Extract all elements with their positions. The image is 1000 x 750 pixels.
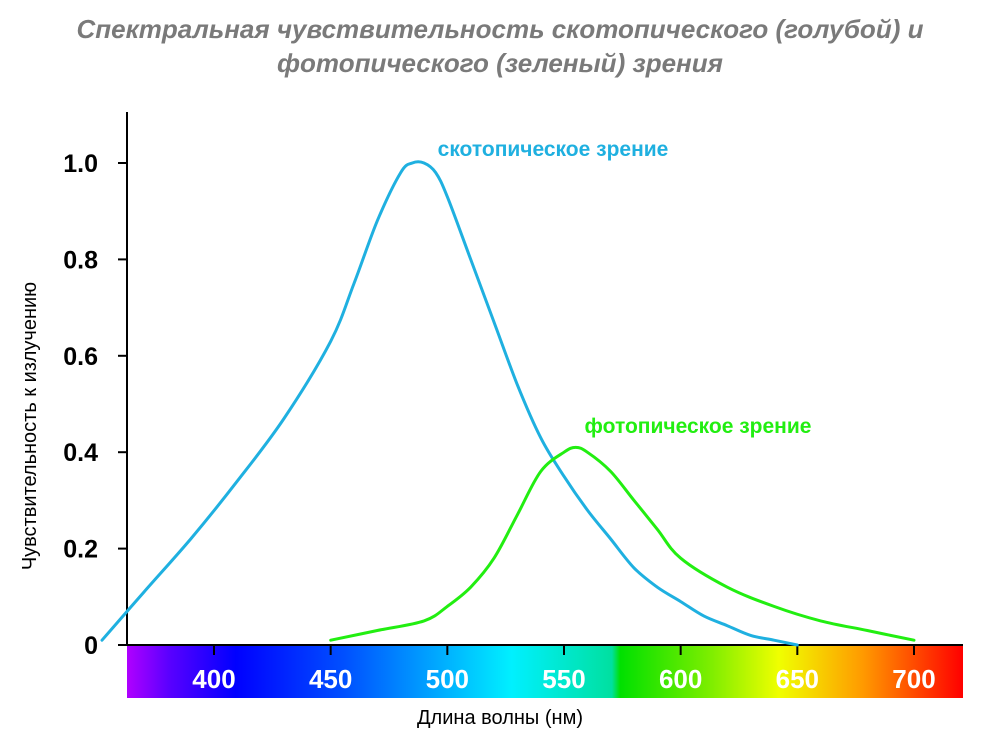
spectrum-color-bar — [127, 645, 963, 698]
x-axis-label: Длина волны (нм) — [417, 707, 583, 729]
y-tick-label: 0.4 — [63, 439, 98, 467]
chart-title: Спектральная чувствительность скотопичес… — [0, 12, 1000, 80]
scotopic-curve-label: скотопическое зрение — [438, 138, 669, 161]
photopic-curve-label: фотопическое зрение — [585, 415, 812, 438]
y-tick-label: 0 — [84, 632, 98, 660]
x-tick-label: 700 — [892, 664, 935, 694]
x-tick-label: 650 — [776, 664, 819, 694]
x-tick-label: 600 — [659, 664, 702, 694]
scotopic-curve — [100, 160, 799, 647]
chart-title-line-1: Спектральная чувствительность скотопичес… — [76, 14, 924, 44]
x-tick-label: 400 — [192, 664, 235, 694]
y-tick-label: 1.0 — [63, 150, 98, 178]
y-tick-label: 0.6 — [63, 343, 98, 371]
y-tick-label: 0.2 — [63, 536, 98, 564]
x-tick-label: 550 — [542, 664, 585, 694]
y-axis-label: Чувствительность к излучению — [19, 282, 41, 570]
x-tick-label: 450 — [309, 664, 352, 694]
photopic-curve — [329, 445, 916, 642]
x-tick-label: 500 — [426, 664, 469, 694]
chart-title-line-2: фотопического (зеленый) зрения — [277, 48, 723, 78]
y-tick-label: 0.8 — [63, 246, 98, 274]
